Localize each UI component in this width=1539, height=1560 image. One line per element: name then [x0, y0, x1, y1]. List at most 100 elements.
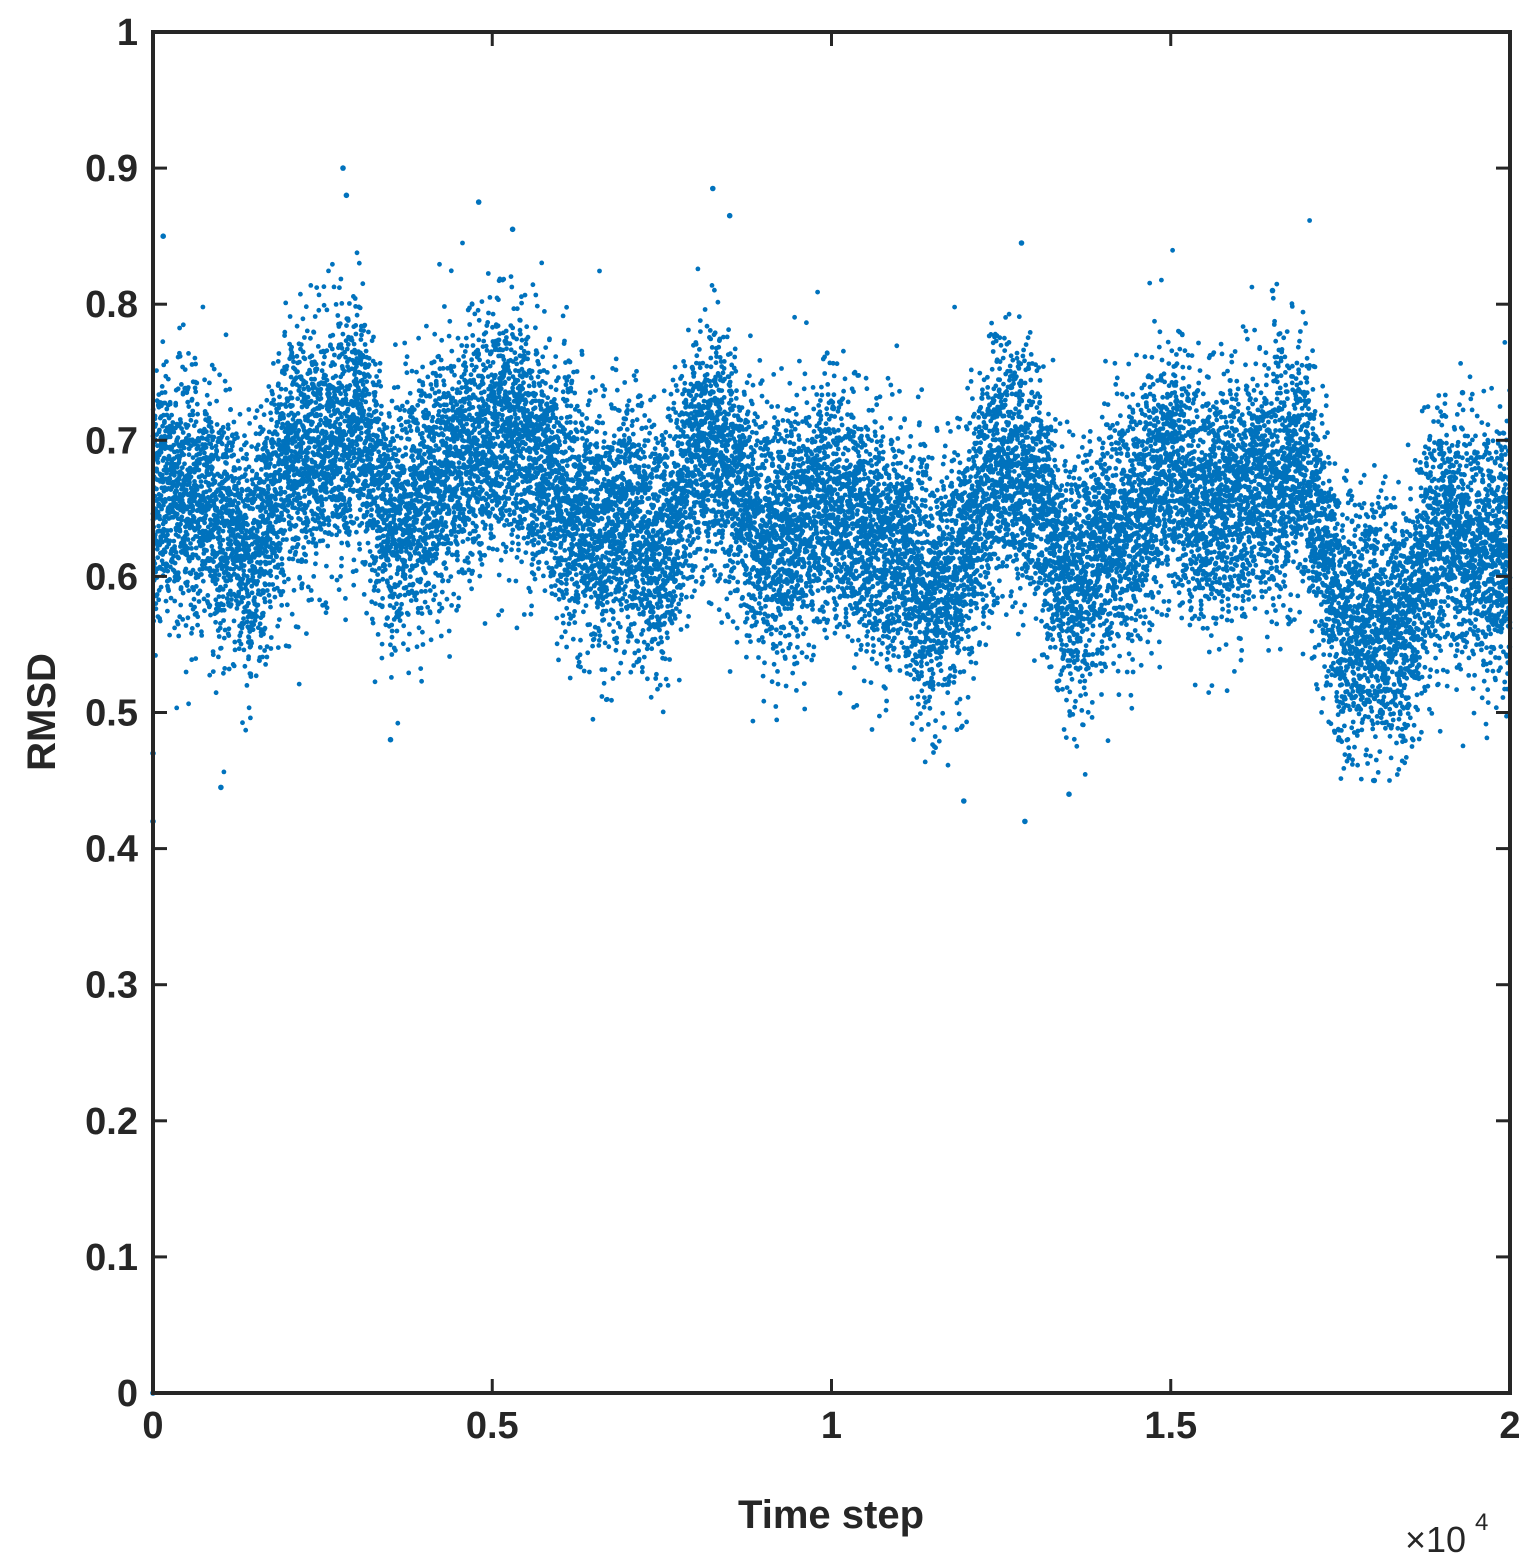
data-point: [436, 389, 442, 394]
data-point: [396, 447, 402, 453]
data-point: [415, 427, 421, 433]
data-point: [173, 400, 179, 406]
data-point: [154, 468, 160, 474]
data-point: [407, 423, 413, 429]
data-point: [249, 640, 255, 646]
data-point: [318, 527, 324, 532]
data-point: [318, 386, 324, 392]
data-point: [232, 467, 238, 473]
data-point: [215, 456, 221, 461]
data-point: [437, 488, 443, 494]
data-point: [461, 456, 466, 462]
data-point: [359, 520, 365, 526]
data-point: [189, 626, 195, 631]
data-point: [257, 645, 263, 650]
data-point: [175, 621, 181, 627]
data-point: [337, 285, 342, 291]
data-point: [312, 314, 318, 319]
data-point: [290, 545, 295, 551]
data-point: [247, 421, 253, 426]
data-point: [281, 572, 287, 578]
data-point: [310, 419, 315, 425]
data-point: [280, 589, 286, 594]
data-point: [372, 584, 378, 590]
data-point: [324, 490, 330, 495]
data-point: [405, 647, 411, 652]
data-point: [448, 574, 454, 579]
data-point: [450, 386, 455, 392]
data-point: [193, 656, 199, 661]
data-point: [271, 397, 277, 403]
data-point: [375, 519, 381, 525]
data-point: [185, 423, 191, 428]
data-point: [199, 633, 205, 638]
data-point: [359, 332, 364, 338]
data-point: [282, 489, 288, 495]
data-point: [402, 576, 408, 581]
data-point: [369, 616, 375, 622]
data-point: [271, 361, 276, 366]
data-point: [249, 468, 255, 474]
data-point: [411, 537, 417, 543]
data-point: [282, 371, 287, 377]
data-point: [181, 445, 187, 451]
data-point: [284, 537, 289, 542]
data-point: [321, 508, 327, 513]
data-point: [457, 390, 463, 396]
data-point: [414, 562, 420, 568]
data-point: [231, 419, 237, 425]
data-point: [464, 343, 470, 349]
data-point: [433, 555, 439, 561]
data-point: [283, 300, 289, 306]
data-point: [194, 401, 200, 407]
data-point: [177, 353, 183, 359]
data-point: [393, 342, 398, 348]
data-point: [345, 406, 351, 412]
data-point: [358, 436, 363, 442]
data-point: [465, 536, 471, 542]
data-point: [440, 578, 446, 583]
data-point: [242, 472, 248, 477]
data-point: [415, 421, 420, 426]
data-point: [319, 368, 325, 374]
data-point: [470, 343, 476, 348]
data-point: [207, 487, 213, 493]
data-point: [452, 517, 458, 523]
data-point: [193, 389, 199, 395]
data-point: [397, 592, 403, 598]
data-point: [483, 343, 489, 349]
data-point: [438, 633, 444, 639]
data-point: [408, 574, 413, 580]
data-point: [484, 348, 490, 353]
data-point: [252, 595, 257, 601]
data-point: [433, 425, 439, 430]
data-point: [387, 414, 392, 419]
data-point: [216, 634, 222, 639]
data-point: [441, 382, 447, 388]
data-point: [297, 574, 303, 580]
data-point: [446, 507, 452, 513]
data-point: [229, 597, 234, 602]
data-point: [469, 362, 475, 368]
data-point: [403, 445, 408, 451]
data-point: [354, 529, 359, 535]
data-point: [275, 534, 280, 540]
data-point: [178, 585, 184, 590]
data-point: [399, 549, 404, 554]
data-point: [379, 603, 385, 609]
data-point: [295, 396, 301, 402]
data-point: [270, 582, 276, 587]
data-point: [443, 566, 449, 571]
data-point: [158, 449, 164, 455]
data-point: [208, 612, 213, 618]
data-point: [339, 540, 345, 546]
data-point: [343, 392, 349, 397]
data-point: [470, 333, 476, 338]
data-point: [460, 539, 466, 544]
data-point: [311, 536, 316, 542]
data-point: [389, 675, 394, 680]
data-point: [179, 382, 184, 387]
data-point: [383, 436, 389, 442]
data-point: [414, 369, 419, 375]
